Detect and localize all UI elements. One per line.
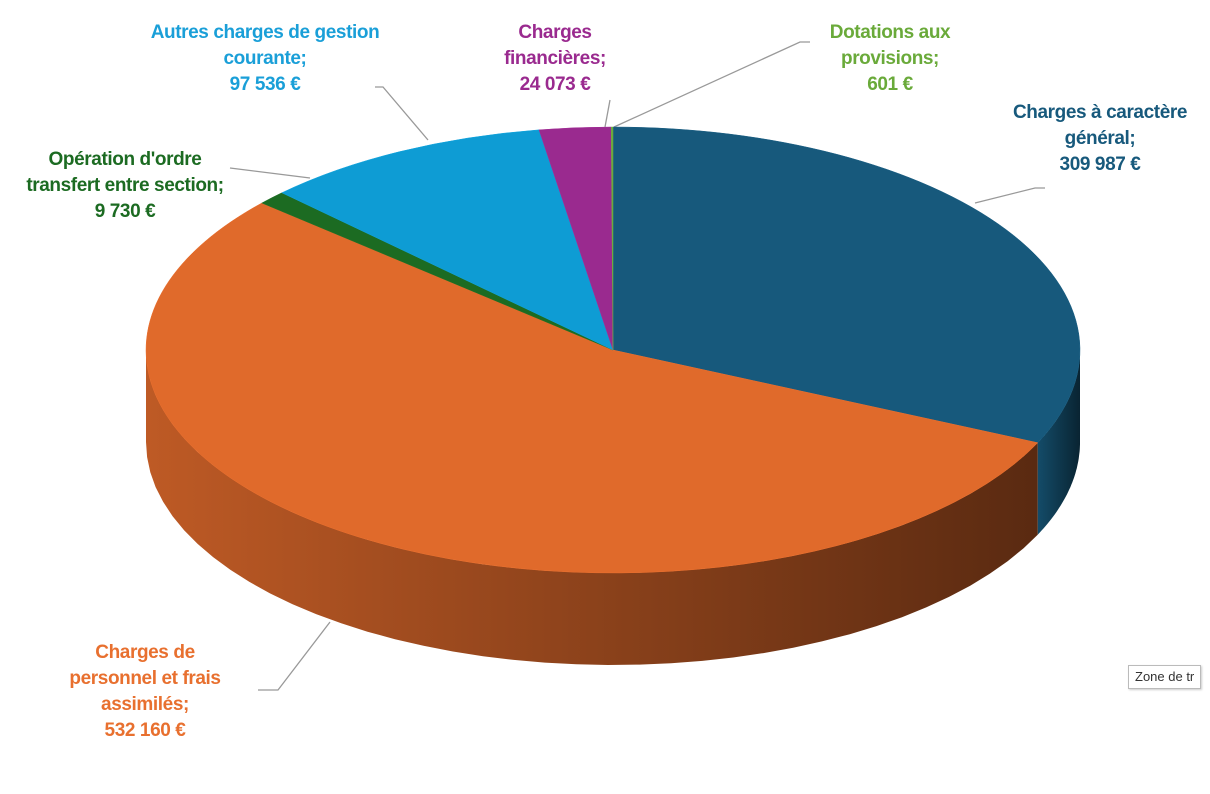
leader-line [604, 99, 611, 128]
data-label: Opération d'ordre transfert entre sectio… [25, 147, 225, 225]
slice [281, 129, 614, 351]
label-category: Charges financières; [504, 22, 606, 69]
label-category: Autres charges de gestion courante; [150, 22, 380, 69]
slice [610, 126, 614, 351]
data-label: Charges à caractère général; 309 987 € [988, 100, 1210, 178]
tooltip: Zone de tr [1128, 665, 1202, 689]
sides [146, 350, 1080, 665]
label-category: Opération d'ordre transfert entre sectio… [26, 149, 224, 196]
label-value: 97 536 € [229, 74, 301, 95]
label-value: 601 € [867, 74, 913, 95]
label-value: 9 730 € [94, 201, 156, 222]
leader-lines [229, 41, 1045, 691]
slice-side [1037, 350, 1080, 535]
leader-line [375, 86, 429, 141]
data-label: Autres charges de gestion courante; 97 53… [145, 20, 385, 98]
leader-line [229, 167, 311, 179]
label-category: Dotations aux provisions; [829, 22, 951, 69]
tops [145, 126, 1081, 574]
leader-line [613, 41, 810, 128]
label-category: Charges de personnel et frais assimilés; [69, 642, 221, 715]
label-value: 24 073 € [519, 74, 591, 95]
slice [612, 126, 1081, 443]
slice-side [146, 350, 1038, 665]
leader-line [974, 187, 1045, 204]
label-category: Charges à caractère général; [1012, 102, 1188, 149]
label-value: 532 160 € [104, 720, 186, 741]
slice [145, 202, 1039, 574]
label-value: 309 987 € [1059, 154, 1141, 175]
data-label: Charges financières; 24 073 € [480, 20, 630, 98]
leader-line [258, 621, 331, 691]
data-label: Dotations aux provisions; 601 € [805, 20, 975, 98]
data-label: Charges de personnel et frais assimilés;… [50, 640, 240, 744]
